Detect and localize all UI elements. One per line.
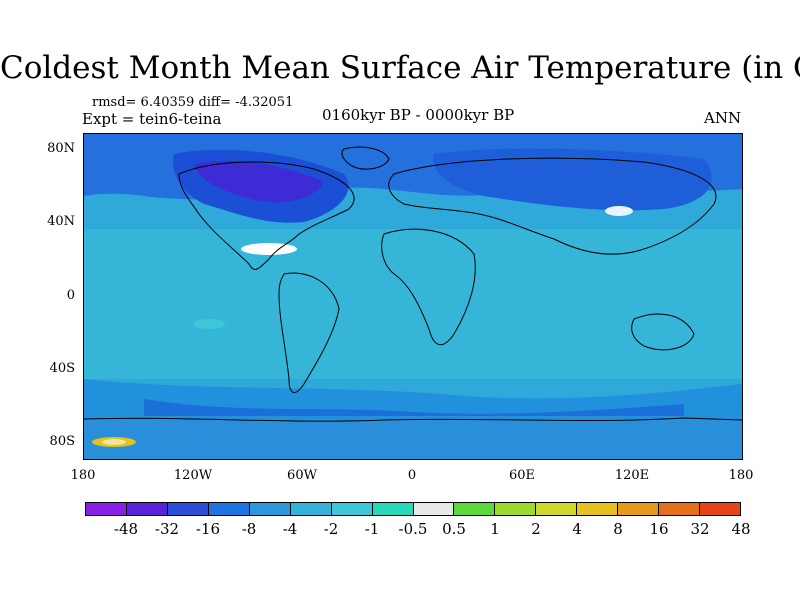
greenland-coast (341, 146, 390, 170)
x-label-180w: 180 (70, 468, 96, 483)
colorbar-label: 1 (490, 520, 500, 538)
colorbar-label: -8 (241, 520, 257, 538)
warm-spot-antarctic-core (102, 439, 126, 445)
colorbar-label: -48 (113, 520, 139, 538)
colorbar-swatch (536, 503, 578, 515)
colorbar-swatch (659, 503, 701, 515)
colorbar-swatch (372, 503, 414, 515)
colorbar-swatch (126, 503, 168, 515)
colorbar-swatch (331, 503, 373, 515)
stats-line: rmsd= 6.40359 diff= -4.32051 (92, 95, 294, 110)
x-label-120e: 120E (614, 468, 650, 483)
colorbar-swatch (167, 503, 209, 515)
y-label-80n: 80N (47, 141, 75, 156)
colorbar-label: 4 (572, 520, 582, 538)
colorbar-label: -4 (282, 520, 298, 538)
x-label-0: 0 (407, 468, 417, 483)
warm-spot-asia (605, 206, 633, 216)
x-label-60e: 60E (508, 468, 536, 483)
colorbar-swatch (290, 503, 332, 515)
eurasia-coast (388, 157, 717, 255)
africa-coast (381, 228, 476, 346)
x-label-120w: 120W (173, 468, 213, 483)
north-america-coldest (194, 160, 324, 203)
colorbar-label: -32 (154, 520, 180, 538)
colorbar-label: -2 (323, 520, 339, 538)
colorbar-swatch (618, 503, 660, 515)
tropical-band (84, 229, 742, 379)
colorbar-label: 8 (613, 520, 623, 538)
colorbar-swatch (577, 503, 619, 515)
colorbar-swatch (413, 503, 455, 515)
warm-spot-caribbean (241, 243, 297, 255)
south-america-coast (278, 272, 340, 393)
colorbar-swatch (700, 503, 740, 515)
period-label: 0160kyr BP - 0000kyr BP (322, 106, 515, 124)
antarctica-coast (84, 417, 742, 422)
colorbar-swatch (249, 503, 291, 515)
southern-cold-streak (144, 399, 684, 416)
colorbar-swatch (86, 503, 127, 515)
colorbar-label: 0.5 (442, 520, 466, 538)
australia-coast (631, 313, 695, 351)
north-america-coast (178, 161, 355, 270)
temperature-anomaly-map (83, 133, 743, 460)
antarctica-region (84, 419, 742, 459)
colorbar-label: 48 (731, 520, 751, 538)
colorbar-label: -0.5 (398, 520, 428, 538)
y-label-eq: 0 (66, 288, 75, 303)
map-field (84, 134, 742, 459)
colorbar (85, 502, 741, 516)
plot-title: Coldest Month Mean Surface Air Temperatu… (0, 50, 800, 86)
y-label-80s: 80S (49, 434, 75, 449)
colorbar-label: 2 (531, 520, 541, 538)
x-label-180e: 180 (728, 468, 754, 483)
colorbar-label: 16 (649, 520, 669, 538)
y-label-40s: 40S (49, 361, 75, 376)
colorbar-swatch (208, 503, 250, 515)
colorbar-label: -1 (364, 520, 380, 538)
x-label-60w: 60W (287, 468, 317, 483)
season-label: ANN (704, 109, 742, 127)
y-label-40n: 40N (47, 214, 75, 229)
light-patch-pacific (193, 319, 225, 329)
colorbar-label: 32 (690, 520, 710, 538)
colorbar-label: -16 (195, 520, 221, 538)
coastlines (84, 146, 742, 422)
colorbar-swatch (495, 503, 537, 515)
eurasia-cold (433, 148, 712, 211)
experiment-label: Expt = tein6-teina (82, 110, 222, 128)
colorbar-swatch (454, 503, 496, 515)
